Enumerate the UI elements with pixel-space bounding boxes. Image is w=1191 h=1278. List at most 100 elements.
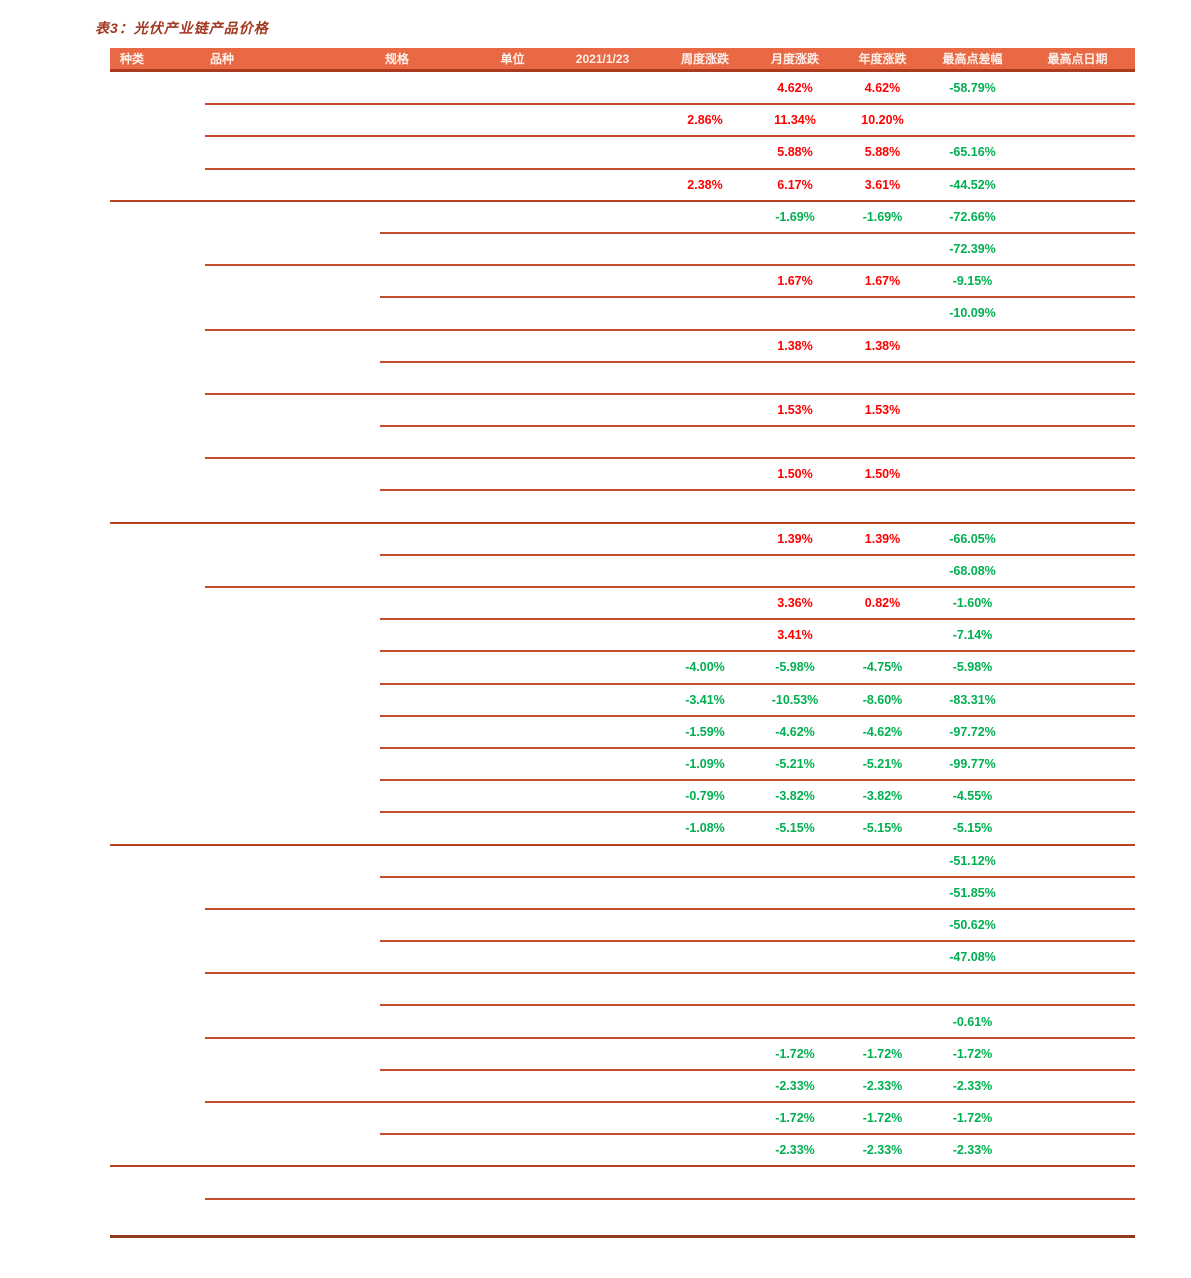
cell-yearly-change: -8.60% — [862, 692, 903, 707]
price-table: 种类 品种 规格 单位 2021/1/23 周度涨跌 月度涨跌 年度涨跌 最高点… — [110, 48, 1135, 1238]
cell-monthly-change: 1.50% — [777, 467, 813, 482]
table-row — [110, 426, 1135, 460]
cell-yearly-change: 3.61% — [864, 177, 901, 192]
cell-monthly-change: -2.33% — [775, 1143, 815, 1158]
cell-monthly-change: 1.53% — [777, 402, 813, 417]
table-row: 1.50% 1.50% — [110, 458, 1135, 492]
cell-peak-diff: -99.77% — [949, 757, 996, 772]
cell-peak-diff: -5.98% — [952, 660, 993, 675]
cell-yearly-change: -4.62% — [862, 724, 903, 739]
cell-monthly-change: 1.67% — [777, 274, 813, 289]
cell-monthly-change: -5.21% — [775, 757, 815, 772]
column-header-yearly-change: 年度涨跌 — [858, 52, 907, 66]
cell-yearly-change: -3.82% — [862, 789, 903, 804]
cell-yearly-change: 1.50% — [864, 467, 901, 482]
table-row: 1.39% 1.39% -66.05% — [110, 523, 1135, 556]
table-row: -0.61% — [110, 1005, 1135, 1039]
column-header-date-price: 2021/1/23 — [575, 51, 630, 66]
column-header-spec: 规格 — [385, 52, 410, 66]
cell-yearly-change: -1.72% — [862, 1111, 903, 1126]
table-row: -1.59% -4.62% -4.62% -97.72% — [110, 716, 1135, 749]
cell-yearly-change: -2.33% — [862, 1143, 903, 1158]
table-row: -51.85% — [110, 877, 1135, 910]
cell-monthly-change: -3.82% — [775, 789, 815, 804]
cell-weekly-change: -4.00% — [685, 660, 725, 675]
table-row: -50.62% — [110, 909, 1135, 943]
cell-monthly-change: -10.53% — [771, 692, 819, 707]
column-header-peak-diff: 最高点差幅 — [942, 52, 1003, 66]
cell-weekly-change: 2.38% — [687, 177, 723, 192]
cell-peak-diff: -7.14% — [952, 628, 993, 643]
cell-peak-diff: -68.08% — [949, 563, 996, 578]
cell-yearly-change: -4.75% — [862, 660, 903, 675]
cell-peak-diff: -72.39% — [949, 242, 996, 257]
table-row: -1.09% -5.21% -5.21% -99.77% — [110, 748, 1135, 782]
cell-monthly-change: 3.36% — [777, 596, 813, 611]
table-row: -2.33% -2.33% -2.33% — [110, 1070, 1135, 1103]
cell-weekly-change: -0.79% — [685, 789, 725, 804]
table-row: 5.88% 5.88% -65.16% — [110, 136, 1135, 170]
cell-monthly-change: -5.15% — [775, 821, 815, 836]
table-header-row: 种类 品种 规格 单位 2021/1/23 周度涨跌 月度涨跌 年度涨跌 最高点… — [110, 48, 1135, 72]
cell-yearly-change: 1.38% — [864, 338, 901, 353]
cell-peak-diff: -1.60% — [952, 596, 993, 611]
column-header-monthly-change: 月度涨跌 — [770, 52, 819, 66]
cell-peak-diff: -44.52% — [949, 177, 996, 192]
table-row: 3.41% -7.14% — [110, 619, 1135, 653]
cell-yearly-change: -2.33% — [862, 1078, 903, 1093]
table-row: -4.00% -5.98% -4.75% -5.98% — [110, 651, 1135, 685]
cell-peak-diff: -72.66% — [949, 209, 996, 224]
cell-yearly-change: 5.88% — [864, 145, 901, 160]
column-header-peak-date: 最高点日期 — [1047, 52, 1108, 66]
cell-monthly-change: 3.41% — [777, 628, 813, 643]
table-row: -10.09% — [110, 297, 1135, 331]
cell-yearly-change: -5.15% — [862, 821, 903, 836]
table-row: -51.12% — [110, 845, 1135, 878]
table-row: -1.72% -1.72% -1.72% — [110, 1038, 1135, 1071]
cell-weekly-change: -3.41% — [685, 692, 725, 707]
cell-yearly-change: 1.67% — [864, 274, 901, 289]
table-row: -3.41% -10.53% -8.60% -83.31% — [110, 684, 1135, 717]
cell-weekly-change: 2.86% — [687, 113, 723, 128]
cell-peak-diff: -5.15% — [952, 821, 993, 836]
cell-monthly-change: 1.39% — [777, 531, 813, 546]
table-row — [110, 973, 1135, 1007]
cell-monthly-change: -1.72% — [775, 1111, 815, 1126]
cell-weekly-change: -1.59% — [685, 724, 725, 739]
table-row: 4.62% 4.62% -58.79% — [110, 72, 1135, 106]
table-body: 4.62% 4.62% -58.79% 2.86% 11.34% 10.20% 5.88% 5… — [110, 72, 1135, 1238]
cell-monthly-change: 6.17% — [777, 177, 813, 192]
table-title: 表3：光伏产业链产品价格 — [95, 20, 269, 36]
table-row — [110, 1199, 1135, 1238]
table-row: -0.79% -3.82% -3.82% -4.55% — [110, 780, 1135, 814]
cell-peak-diff: -1.72% — [952, 1111, 993, 1126]
table-row — [110, 490, 1135, 524]
cell-peak-diff: -2.33% — [952, 1078, 993, 1093]
cell-monthly-change: 4.62% — [777, 81, 813, 96]
cell-peak-diff: -97.72% — [949, 724, 996, 739]
cell-peak-diff: -47.08% — [949, 950, 996, 965]
cell-peak-diff: -51.12% — [949, 853, 996, 868]
table-row: 1.67% 1.67% -9.15% — [110, 265, 1135, 299]
cell-monthly-change: -1.72% — [775, 1046, 815, 1061]
table-row: 2.38% 6.17% 3.61% -44.52% — [110, 169, 1135, 202]
cell-monthly-change: 5.88% — [777, 145, 813, 160]
cell-peak-diff: -9.15% — [952, 274, 993, 289]
cell-peak-diff: -4.55% — [952, 789, 993, 804]
cell-yearly-change: 1.39% — [864, 531, 901, 546]
table-row: 1.38% 1.38% — [110, 330, 1135, 363]
cell-monthly-change: -1.69% — [775, 209, 815, 224]
cell-peak-diff: -50.62% — [949, 917, 996, 932]
cell-monthly-change: -2.33% — [775, 1078, 815, 1093]
table-row: -72.39% — [110, 233, 1135, 267]
table-row — [110, 362, 1135, 395]
cell-yearly-change: 0.82% — [864, 596, 901, 611]
table-row: 2.86% 11.34% 10.20% — [110, 104, 1135, 138]
cell-peak-diff: -1.72% — [952, 1046, 993, 1061]
table-row: 3.36% 0.82% -1.60% — [110, 587, 1135, 621]
table-row — [110, 1166, 1135, 1200]
table-row: 1.53% 1.53% — [110, 394, 1135, 428]
table-row: -68.08% — [110, 555, 1135, 588]
column-header-weekly-change: 周度涨跌 — [680, 52, 729, 66]
cell-peak-diff: -2.33% — [952, 1143, 993, 1158]
